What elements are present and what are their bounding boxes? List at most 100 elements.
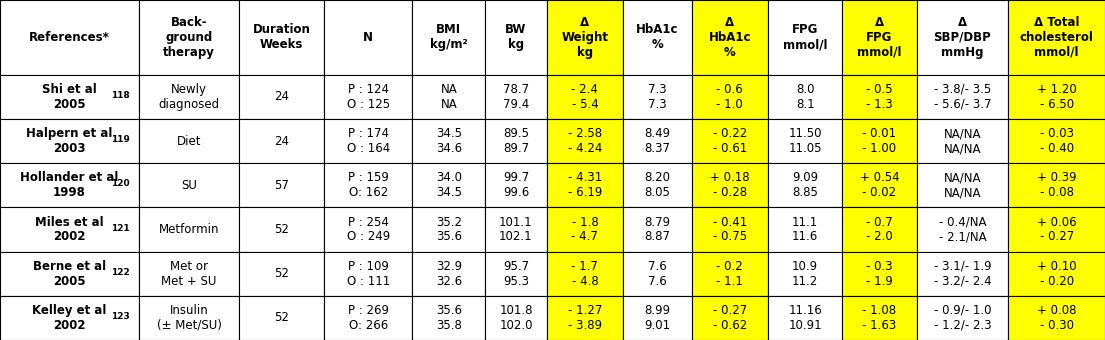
Text: - 3.8/- 3.5
- 5.6/- 3.7: - 3.8/- 3.5 - 5.6/- 3.7 <box>934 83 991 111</box>
Bar <box>842 119 916 163</box>
Bar <box>324 296 412 340</box>
Text: 24: 24 <box>274 90 290 103</box>
Bar <box>547 296 623 340</box>
Bar <box>412 296 485 340</box>
Bar <box>768 0 842 75</box>
Text: FPG
mmol/l: FPG mmol/l <box>783 23 828 51</box>
Bar <box>623 252 692 296</box>
Bar <box>768 296 842 340</box>
Text: 8.0
8.1: 8.0 8.1 <box>796 83 814 111</box>
Bar <box>239 119 324 163</box>
Text: - 2.58
- 4.24: - 2.58 - 4.24 <box>568 127 602 155</box>
Bar <box>412 0 485 75</box>
Bar <box>1009 75 1105 119</box>
Bar <box>916 252 1009 296</box>
Text: 32.9
32.6: 32.9 32.6 <box>435 260 462 288</box>
Bar <box>842 0 916 75</box>
Text: Metformin: Metformin <box>159 223 219 236</box>
Bar <box>547 252 623 296</box>
Text: Kelley et al
2002: Kelley et al 2002 <box>32 304 107 332</box>
Bar <box>1009 119 1105 163</box>
Text: 52: 52 <box>274 223 290 236</box>
Bar <box>324 0 412 75</box>
Bar <box>412 75 485 119</box>
Text: NA
NA: NA NA <box>441 83 457 111</box>
Text: Insulin
(± Met/SU): Insulin (± Met/SU) <box>157 304 221 332</box>
Bar <box>623 163 692 207</box>
Bar <box>1009 296 1105 340</box>
Bar <box>239 75 324 119</box>
Text: 7.3
7.3: 7.3 7.3 <box>648 83 666 111</box>
Bar <box>1009 163 1105 207</box>
Bar <box>0 163 139 207</box>
Text: - 0.27
- 0.62: - 0.27 - 0.62 <box>713 304 747 332</box>
Text: - 3.1/- 1.9
- 3.2/- 2.4: - 3.1/- 1.9 - 3.2/- 2.4 <box>934 260 991 288</box>
Bar <box>692 0 768 75</box>
Text: 57: 57 <box>274 179 290 192</box>
Bar <box>547 163 623 207</box>
Bar <box>916 296 1009 340</box>
Bar <box>324 119 412 163</box>
Text: 122: 122 <box>112 268 130 277</box>
Text: + 0.39
- 0.08: + 0.39 - 0.08 <box>1036 171 1076 199</box>
Bar <box>0 296 139 340</box>
Text: - 4.31
- 6.19: - 4.31 - 6.19 <box>568 171 602 199</box>
Bar <box>239 296 324 340</box>
Text: BW
kg: BW kg <box>505 23 527 51</box>
Bar <box>239 252 324 296</box>
Bar <box>485 207 547 252</box>
Text: 89.5
89.7: 89.5 89.7 <box>503 127 529 155</box>
Text: 101.1
102.1: 101.1 102.1 <box>499 216 533 243</box>
Bar <box>623 75 692 119</box>
Text: - 0.03
- 0.40: - 0.03 - 0.40 <box>1040 127 1074 155</box>
Bar <box>412 207 485 252</box>
Text: + 0.08
- 0.30: + 0.08 - 0.30 <box>1036 304 1076 332</box>
Text: 118: 118 <box>112 91 130 100</box>
Bar <box>412 119 485 163</box>
Bar <box>842 207 916 252</box>
Text: N: N <box>364 31 373 44</box>
Text: Met or
Met + SU: Met or Met + SU <box>161 260 217 288</box>
Bar <box>139 252 239 296</box>
Bar <box>916 119 1009 163</box>
Text: P : 254
O : 249: P : 254 O : 249 <box>347 216 390 243</box>
Bar <box>0 75 139 119</box>
Bar <box>547 75 623 119</box>
Bar <box>842 163 916 207</box>
Text: - 0.2
- 1.1: - 0.2 - 1.1 <box>716 260 744 288</box>
Text: - 0.01
- 1.00: - 0.01 - 1.00 <box>862 127 896 155</box>
Text: 101.8
102.0: 101.8 102.0 <box>499 304 533 332</box>
Text: + 0.18
- 0.28: + 0.18 - 0.28 <box>711 171 749 199</box>
Text: + 0.10
- 0.20: + 0.10 - 0.20 <box>1036 260 1076 288</box>
Bar <box>139 163 239 207</box>
Bar <box>692 119 768 163</box>
Bar <box>485 0 547 75</box>
Bar <box>768 252 842 296</box>
Bar <box>139 75 239 119</box>
Text: Δ
HbA1c
%: Δ HbA1c % <box>708 16 751 59</box>
Text: + 1.20
- 6.50: + 1.20 - 6.50 <box>1036 83 1076 111</box>
Text: 120: 120 <box>112 180 129 188</box>
Text: 34.5
34.6: 34.5 34.6 <box>435 127 462 155</box>
Text: - 0.5
- 1.3: - 0.5 - 1.3 <box>866 83 893 111</box>
Text: HbA1c
%: HbA1c % <box>636 23 678 51</box>
Text: 35.2
35.6: 35.2 35.6 <box>435 216 462 243</box>
Text: 52: 52 <box>274 311 290 324</box>
Text: 123: 123 <box>112 312 130 321</box>
Bar <box>324 163 412 207</box>
Text: 11.16
10.91: 11.16 10.91 <box>788 304 822 332</box>
Text: P : 109
O : 111: P : 109 O : 111 <box>347 260 390 288</box>
Bar <box>485 75 547 119</box>
Bar <box>623 0 692 75</box>
Text: - 0.7
- 2.0: - 0.7 - 2.0 <box>866 216 893 243</box>
Text: - 0.4/NA
- 2.1/NA: - 0.4/NA - 2.1/NA <box>938 216 987 243</box>
Text: 9.09
8.85: 9.09 8.85 <box>792 171 818 199</box>
Bar <box>412 163 485 207</box>
Text: Δ
Weight
kg: Δ Weight kg <box>561 16 609 59</box>
Text: - 1.27
- 3.89: - 1.27 - 3.89 <box>568 304 602 332</box>
Bar <box>842 252 916 296</box>
Bar <box>324 252 412 296</box>
Text: Miles et al
2002: Miles et al 2002 <box>35 216 104 243</box>
Bar <box>768 75 842 119</box>
Bar <box>916 207 1009 252</box>
